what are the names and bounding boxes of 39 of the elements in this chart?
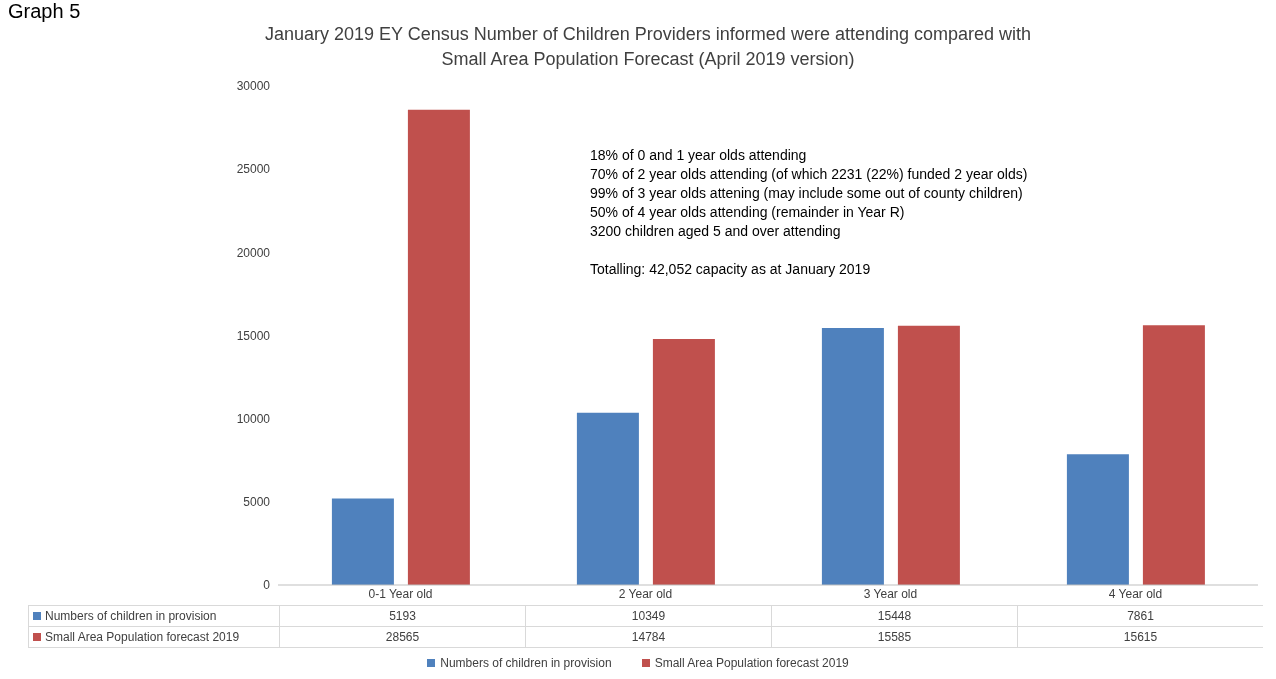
annotation: 99% of 3 year olds attening (may include some out of county children): [590, 184, 1024, 203]
text: Small Area Population forecast 2019: [45, 630, 240, 644]
y-tick-label: 25000: [236, 162, 271, 177]
data-label: 15448: [771, 606, 1017, 626]
bar: [1142, 325, 1205, 585]
x-tick-label: 3 Year old: [863, 586, 918, 601]
data-label: 15585: [771, 627, 1017, 647]
y-tick-label: 15000: [236, 328, 271, 343]
x-tick-label: 4 Year old: [1108, 586, 1163, 601]
annotation: 50% of 4 year olds attending (remainder in Year R): [590, 203, 906, 222]
y-tick-label: 0: [263, 578, 271, 593]
bar: [331, 498, 394, 585]
text: Numbers of children in provision: [45, 609, 217, 623]
annotation: 70% of 2 year olds attending (of which 2231 (22%) funded 2 year olds): [590, 165, 1028, 184]
y-tick-label: 30000: [236, 79, 271, 94]
data-label: 14784: [525, 627, 771, 647]
annotation: 18% of 0 and 1 year olds attending: [590, 146, 808, 165]
y-tick-label: 20000: [236, 245, 271, 260]
bar: [407, 109, 470, 585]
bar: [897, 325, 960, 585]
legend-label: Numbers of children in provision: [439, 656, 612, 670]
bar: [652, 339, 715, 585]
data-label: 7861: [1017, 606, 1263, 626]
data-label: 10349: [525, 606, 771, 626]
y-tick-label: 5000: [243, 495, 271, 510]
data-label: 15615: [1017, 627, 1263, 647]
bar: [576, 412, 639, 585]
chart-title: January 2019 EY Census Number of Children Providers informed were attending compared with Small Area Population Forecast (April 2019 version): [263, 23, 1033, 71]
annotation: 3200 children aged 5 and over attending: [590, 222, 842, 241]
x-tick-label: 0-1 Year old: [368, 586, 433, 601]
x-tick-label: 2 Year old: [618, 586, 673, 601]
annotation: Totalling: 42,052 capacity as at January 2019: [590, 260, 872, 279]
legend-label: Small Area Population forecast 2019: [653, 656, 849, 670]
data-label: 5193: [279, 606, 525, 626]
y-tick-label: 10000: [236, 411, 271, 426]
data-label: 28565: [279, 627, 525, 647]
caption: Graph 5: [8, 0, 81, 23]
bar: [1066, 454, 1129, 585]
bar: [821, 328, 884, 585]
